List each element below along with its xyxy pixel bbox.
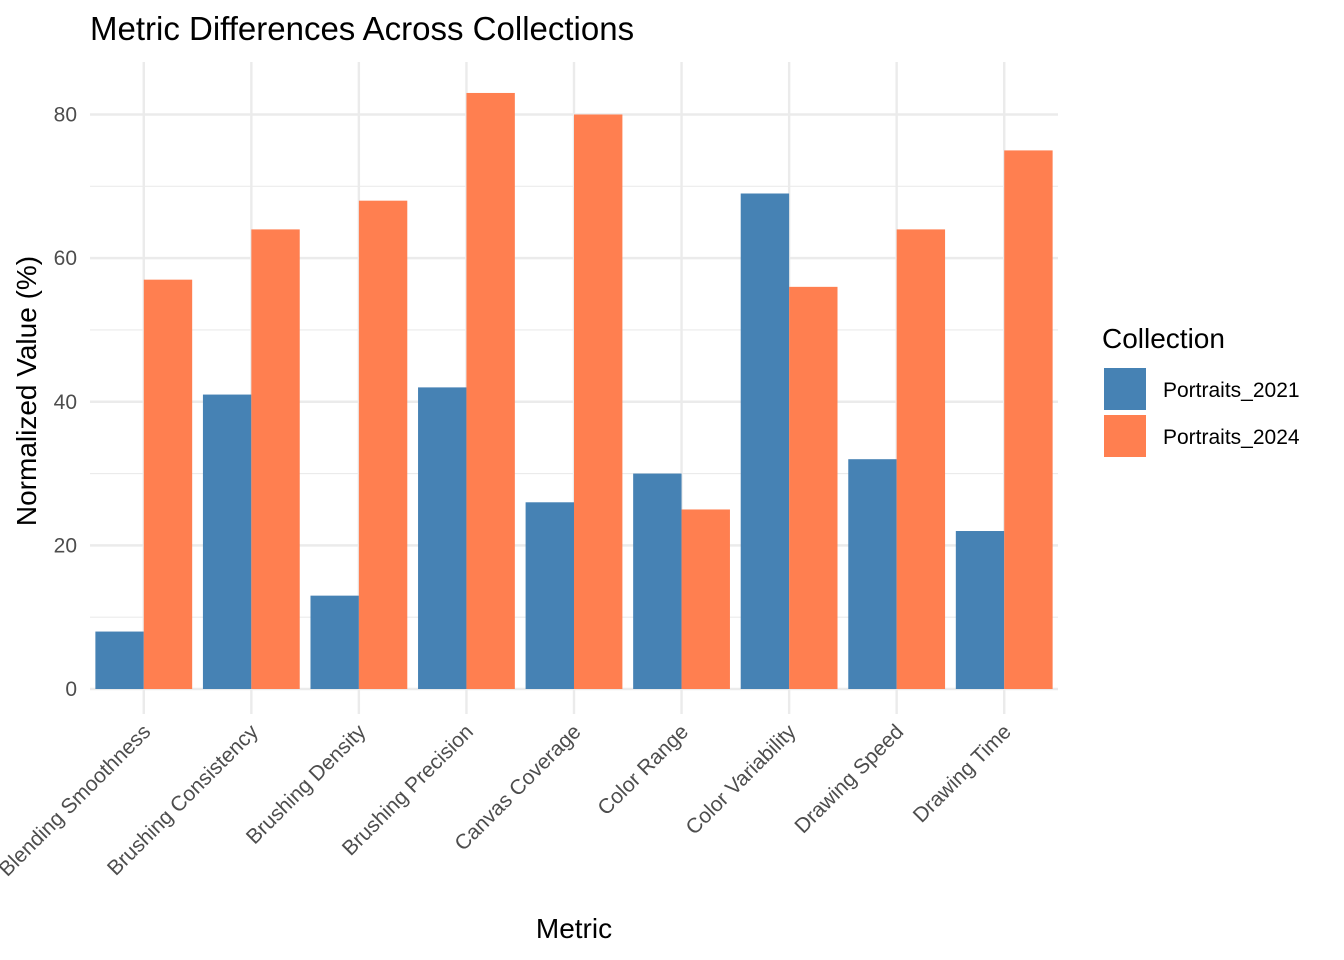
- y-tick-label: 40: [54, 391, 77, 414]
- bars: [95, 92, 1053, 690]
- bar-portraits-2021-4: [418, 387, 467, 689]
- bar-portraits-2024-2: [251, 229, 300, 689]
- x-tick-label: Drawing Speed: [790, 720, 908, 838]
- y-tick-label: 80: [54, 104, 77, 127]
- y-tick-label: 20: [54, 534, 77, 557]
- bar-portraits-2021-1: [95, 631, 144, 689]
- bar-portraits-2024-8: [896, 229, 946, 689]
- legend-title: Collection: [1102, 323, 1225, 354]
- bar-portraits-2021-3: [310, 595, 359, 689]
- bar-portraits-2021-9: [955, 531, 1005, 689]
- bar-portraits-2024-5: [574, 114, 623, 689]
- bar-portraits-2021-8: [848, 459, 897, 689]
- bar-portraits-2024-6: [681, 509, 730, 689]
- bar-portraits-2024-3: [358, 200, 408, 690]
- y-axis-title: Normalized Value (%): [11, 256, 42, 526]
- legend-label: Portraits_2024: [1163, 426, 1300, 449]
- y-axis-ticks: 0 20 40 60 80: [54, 104, 77, 702]
- x-tick-label: Drawing Time: [909, 720, 1016, 827]
- bar-portraits-2024-4: [466, 92, 515, 690]
- y-tick-label: 60: [54, 247, 77, 270]
- legend-label: Portraits_2021: [1163, 379, 1300, 402]
- bar-portraits-2024-7: [789, 286, 838, 689]
- bar-portraits-2024-9: [1004, 150, 1053, 689]
- legend-key: [1104, 368, 1146, 410]
- bar-portraits-2021-5: [525, 502, 574, 689]
- chart-title: Metric Differences Across Collections: [90, 10, 634, 47]
- x-tick-label: Color Range: [593, 720, 693, 820]
- legend: Collection Portraits_2021 Portraits_2024: [1102, 323, 1300, 457]
- legend-key: [1104, 415, 1146, 457]
- x-tick-label: Color Variability: [681, 720, 800, 839]
- x-axis-title: Metric: [536, 913, 612, 944]
- bar-portraits-2021-6: [633, 473, 682, 689]
- bar-portraits-2021-2: [202, 394, 252, 689]
- bar-portraits-2021-7: [740, 193, 790, 689]
- bar-portraits-2024-1: [143, 279, 193, 689]
- y-tick-label: 0: [65, 678, 77, 701]
